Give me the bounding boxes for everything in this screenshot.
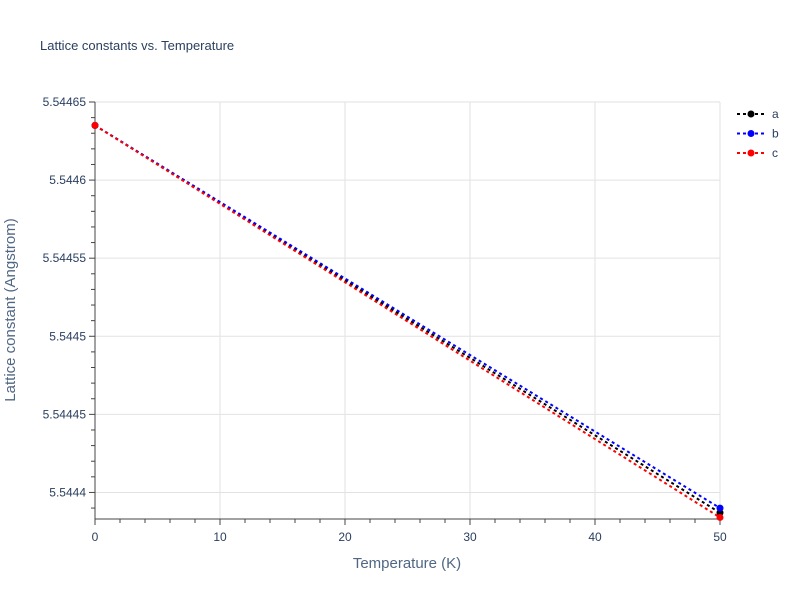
legend-marker [747,110,755,118]
data-point-b [716,504,724,512]
grid [94,101,721,519]
y-tick-label: 5.54445 [43,407,87,421]
legend-item-a[interactable]: a [737,107,779,121]
axes: 0 10 20 30 40 50 5.5444 5.54445 5.5445 5.54455 5.5… [43,95,727,544]
legend-item-c[interactable]: c [737,146,778,160]
x-tick-label: 0 [92,530,99,544]
legend-item-b[interactable]: b [737,127,779,141]
y-tick-label: 5.5446 [49,173,86,187]
x-tick-label: 30 [463,530,477,544]
y-tick-label: 5.54465 [43,95,87,109]
y-tick-label: 5.5445 [49,329,86,343]
legend-label: c [772,146,778,160]
series-layer [91,121,724,521]
legend-marker [747,130,755,137]
series-line-b [94,124,721,509]
x-tick-label: 40 [588,530,602,544]
legend-label: a [772,107,779,121]
y-tick-label: 5.54455 [43,251,87,265]
legend-label: b [772,127,779,141]
legend-marker [747,149,755,157]
x-tick-label: 50 [713,530,727,544]
y-axis-title: Lattice constant (Angstrom) [2,218,19,401]
x-axis-title: Temperature (K) [353,555,461,572]
data-point-c [91,121,99,129]
x-tick-label: 10 [213,530,227,544]
series-line-c [94,124,721,519]
data-point-c [716,513,724,521]
y-tick-label: 5.5444 [49,485,86,499]
x-tick-label: 20 [338,530,352,544]
legend[interactable]: abc [737,107,779,160]
chart-title: Lattice constants vs. Temperature [40,38,234,53]
